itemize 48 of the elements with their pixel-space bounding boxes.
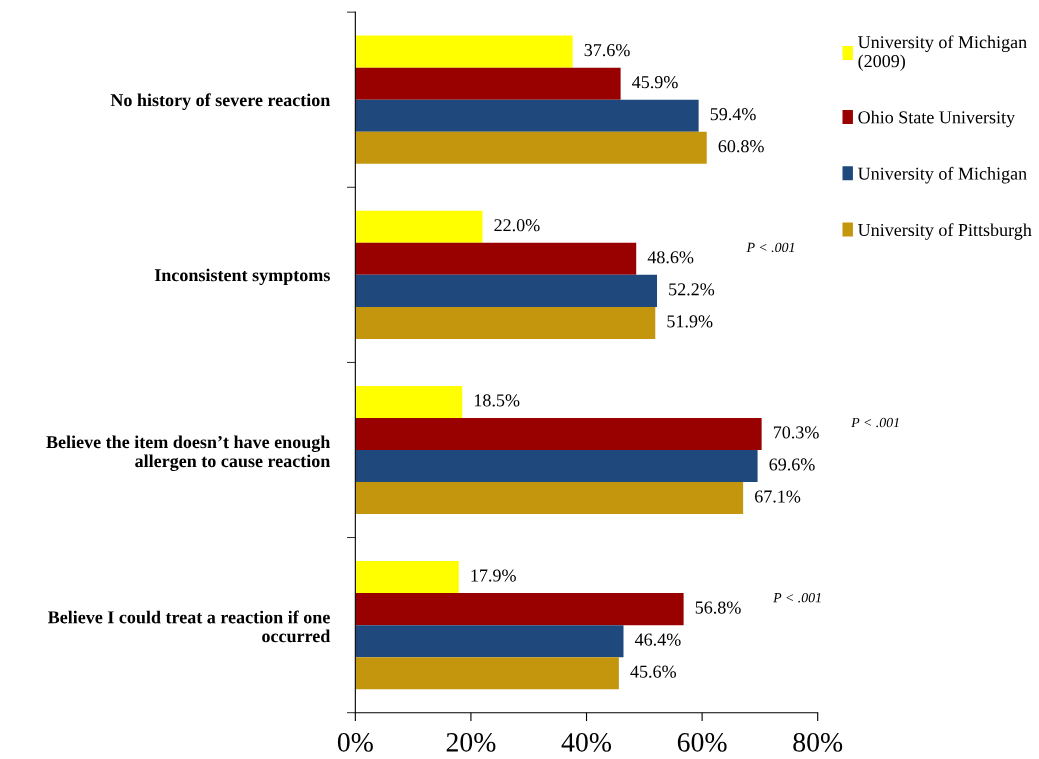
- legend-label: University of Michigan: [858, 166, 1027, 184]
- bar: [355, 210, 483, 243]
- bar: [355, 131, 707, 164]
- x-tick-label: 40%: [561, 732, 612, 752]
- y-tick-label: Believe I could treat a reaction if one occurred: [47, 610, 331, 643]
- data-label: 37.6%: [584, 43, 630, 57]
- data-label: 51.9%: [667, 315, 713, 328]
- bar: [355, 274, 658, 307]
- bar: [355, 561, 459, 594]
- text: P < .001: [851, 417, 899, 428]
- annotation: P < .001: [746, 242, 794, 253]
- x-tick-label: 20%: [446, 732, 496, 752]
- bar: [355, 35, 573, 68]
- data-label: 18.5%: [474, 394, 520, 407]
- bar: [355, 99, 699, 132]
- annotation: P < .001: [773, 592, 821, 603]
- data-label: 69.6%: [769, 458, 815, 471]
- data-label: 59.4%: [710, 108, 756, 121]
- bar: [355, 449, 758, 483]
- bar: [355, 657, 619, 690]
- data-label: 17.9%: [471, 569, 516, 582]
- bar: [355, 417, 762, 450]
- data-label: 46.4%: [634, 633, 681, 646]
- data-label: 22.0%: [494, 219, 540, 232]
- x-tick-label: 60%: [677, 732, 727, 752]
- data-label: 56.8%: [695, 601, 741, 614]
- bar: [355, 67, 621, 100]
- data-label: 52.2%: [669, 283, 715, 296]
- y-tick-label: Believe the item doesn’t have enough allergen to cause reaction: [46, 435, 331, 472]
- bar: [355, 625, 624, 658]
- legend-label: Ohio State University: [858, 110, 1016, 128]
- bar: [355, 482, 744, 515]
- y-tick-label: Inconsistent symptoms: [154, 268, 330, 286]
- data-label: 70.3%: [773, 426, 819, 439]
- data-label: 67.1%: [755, 490, 801, 503]
- legend-label: University of Pittsburgh: [858, 223, 1032, 240]
- bar: [355, 242, 637, 275]
- data-label: 45.6%: [630, 665, 677, 678]
- data-label: 48.6%: [647, 251, 694, 264]
- bar: [355, 385, 463, 418]
- bar: [355, 593, 684, 626]
- x-tick-label: 0%: [337, 732, 373, 752]
- bar: [355, 306, 656, 339]
- data-label: 45.9%: [632, 76, 678, 89]
- y-tick-label: No history of severe reaction: [110, 93, 331, 110]
- x-tick-label: 80%: [793, 732, 843, 752]
- legend-label: University of Michigan (2009): [858, 35, 1027, 71]
- data-label: 60.8%: [718, 140, 764, 153]
